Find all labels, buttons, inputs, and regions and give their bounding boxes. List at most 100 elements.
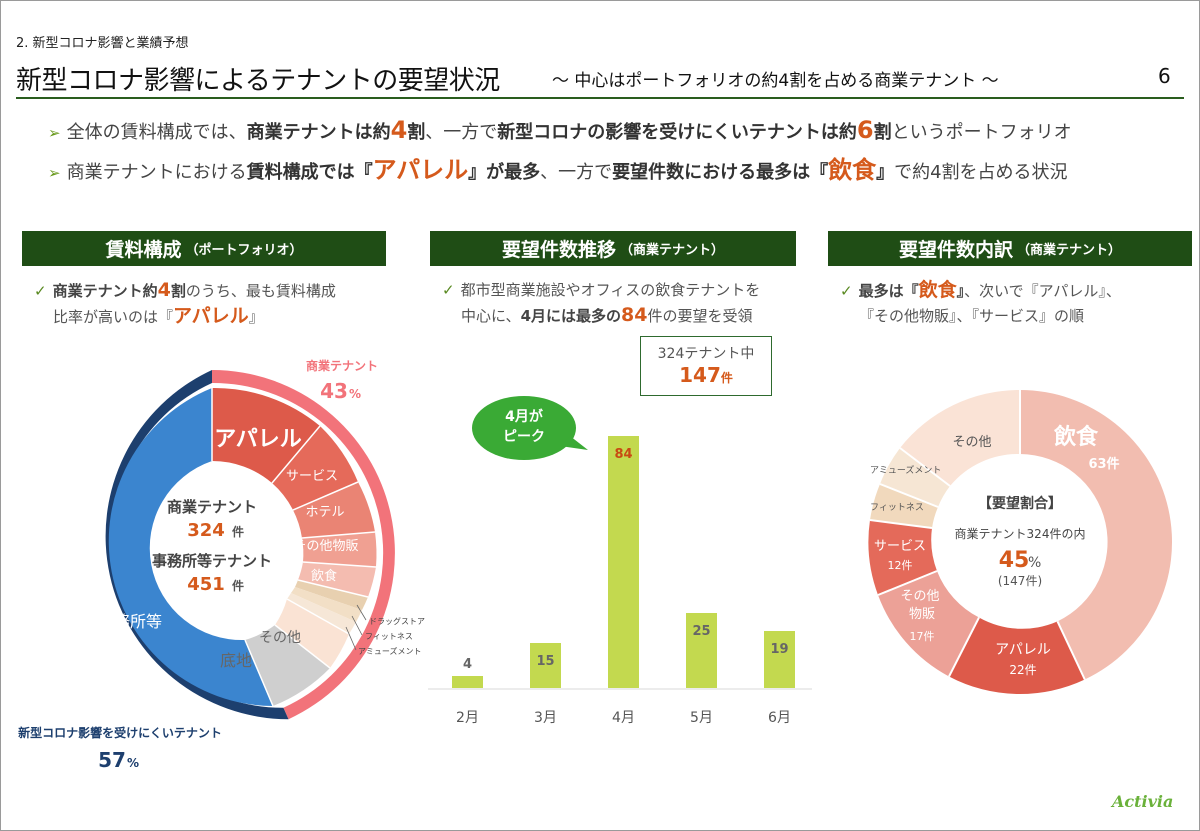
label-amusement: アミューズメント [870, 464, 941, 476]
x-tick-label: 4月 [612, 710, 635, 726]
callout-unit: 件 [720, 371, 733, 385]
page-number: 6 [1158, 64, 1171, 88]
peak-label-1: 4月が [505, 408, 544, 425]
text: 要望件数推移 [501, 239, 616, 261]
x-tick-label: 3月 [534, 710, 557, 726]
callout-number: 147 [679, 363, 721, 387]
slice-other-retail [302, 532, 377, 567]
slice-drugstore [295, 580, 368, 610]
panel2-note: ✓ 都市型商業施設やオフィスの飲食テナントを 中心に、4月には最多の84件の要望を… [442, 278, 760, 329]
label-fitness: フィットネス [365, 632, 413, 641]
text: 都市型商業施設やオフィスの飲食テナントを [460, 281, 761, 299]
label-service: サービス [286, 469, 338, 484]
slice-food [1020, 390, 1173, 680]
text: 最多は『 [858, 282, 919, 300]
page-subtitle: ～ 中心はポートフォリオの約4割を占める商業テナント ～ [552, 71, 999, 91]
text: 、一方で [540, 162, 613, 183]
label-other: その他 [259, 630, 301, 646]
text: 割 [873, 122, 892, 143]
text: 、一方で [425, 122, 498, 143]
label-other-retail-2: 物販 [909, 607, 935, 622]
center-label-office: 事務所等テナント [152, 552, 272, 570]
center-value-office: 451 [187, 574, 225, 595]
slice-amusement [287, 593, 356, 634]
bar-value-label: 19 [770, 642, 788, 657]
slice-other [275, 599, 349, 668]
emph-text: 飲食 [828, 156, 877, 184]
check-icon: ✓ [840, 282, 853, 300]
bar-value-label: 84 [614, 447, 632, 462]
label-service-count: 12件 [888, 559, 913, 572]
bullet-1: ➢ 全体の賃料構成では、商業テナントは約4割、一方で新型コロナの影響を受けにくいテ… [48, 116, 1072, 144]
text: 件 [647, 307, 663, 325]
slice-land [245, 625, 330, 706]
text: 比率が高いのは『 [53, 308, 174, 326]
text: というポートフォリオ [891, 122, 1072, 143]
center-sub: 商業テナント324件の内 [955, 526, 1086, 541]
label-other-retail-count: 17件 [910, 630, 935, 643]
x-tick-label: 5月 [690, 710, 713, 726]
center-value-commercial: 324 [187, 520, 225, 541]
label-apparel: アパレル [214, 427, 302, 452]
label-food-count: 63件 [1088, 456, 1119, 472]
center-title: 【要望割合】 [978, 495, 1062, 512]
slice-food [298, 562, 376, 597]
emph-number: 4 [390, 116, 408, 144]
label-fitness: フィットネス [870, 502, 924, 513]
arrow-bullet-icon: ➢ [48, 164, 61, 182]
outer-value-office: 57 [98, 748, 126, 772]
slice-other [900, 389, 1020, 486]
outer-pct: % [349, 387, 361, 401]
text: 商業テナント約 [52, 282, 158, 300]
bar-value-label: 15 [536, 654, 554, 669]
text: （商業テナント） [1017, 243, 1122, 258]
text: 新型コロナの影響を受けにくいテナントは約 [497, 122, 857, 143]
outer-label-office: 新型コロナ影響を受けにくいテナント [18, 725, 222, 740]
label-drugstore: ドラッグストア [369, 616, 425, 626]
outer-value-commercial: 43 [320, 379, 348, 403]
text: 、次いで『アパレル』、 [964, 282, 1121, 300]
slice-amusement [880, 448, 950, 507]
panel-header-rent: 賃料構成 （ポートフォリオ） [22, 231, 386, 266]
title-rule [16, 97, 1184, 99]
peak-label-2: ピーク [503, 429, 545, 445]
slice-fitness [291, 587, 362, 622]
text: 』 [248, 308, 264, 326]
label-apparel: アパレル [995, 642, 1051, 658]
section-label: 2. 新型コロナ影響と業績予想 [16, 36, 189, 51]
center-unit: 件 [232, 524, 244, 539]
check-icon: ✓ [442, 281, 455, 299]
text: で約4割を占める状況 [894, 162, 1068, 183]
text: 賃料構成 [105, 239, 182, 261]
callout-label: 324テナント中 [657, 346, 755, 362]
center-unit: 件 [232, 578, 244, 593]
text: アパレル [173, 305, 249, 327]
callout-box: 324テナント中 147件 [640, 336, 772, 396]
label-food: 飲食 [311, 568, 337, 584]
label-amusement: アミューズメント [358, 646, 421, 656]
center-pct: % [1028, 555, 1041, 571]
label-land: 底地 [220, 651, 252, 670]
text: 『その他物販』、『サービス』の順 [859, 307, 1085, 325]
leader-lines [345, 604, 367, 651]
text: 飲食 [918, 279, 957, 301]
text: 』 [876, 162, 895, 183]
text: 割 [407, 122, 426, 143]
text: 4 [157, 279, 171, 301]
bar-3 [608, 436, 639, 688]
text: 』 [956, 282, 965, 300]
bar-4 [686, 613, 717, 688]
text: 』が最多 [468, 162, 541, 183]
arrow-bullet-icon: ➢ [48, 124, 61, 142]
slice-separators [869, 390, 1086, 680]
request-breakdown-donut: 飲食 63件 アパレル 22件 その他 物販 17件 サービス 12件 フィット… [868, 389, 1173, 695]
x-tick-label: 6月 [768, 710, 791, 726]
text: 要望件数における最多は『 [612, 162, 829, 183]
text: のうち、最も賃料構成 [185, 282, 336, 300]
label-hotel: ホテル [305, 505, 344, 520]
peak-bubble: 4月が ピーク [472, 396, 588, 460]
label-food: 飲食 [1053, 424, 1099, 450]
label-other-retail-1: その他 [900, 589, 939, 604]
page-title: 新型コロナ影響によるテナントの要望状況 [16, 66, 500, 96]
bar-value-label: 25 [692, 624, 710, 639]
